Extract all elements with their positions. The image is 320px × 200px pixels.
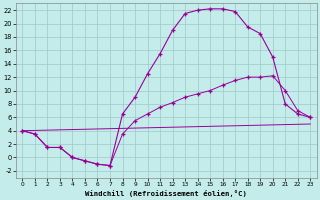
X-axis label: Windchill (Refroidissement éolien,°C): Windchill (Refroidissement éolien,°C) [85,190,247,197]
